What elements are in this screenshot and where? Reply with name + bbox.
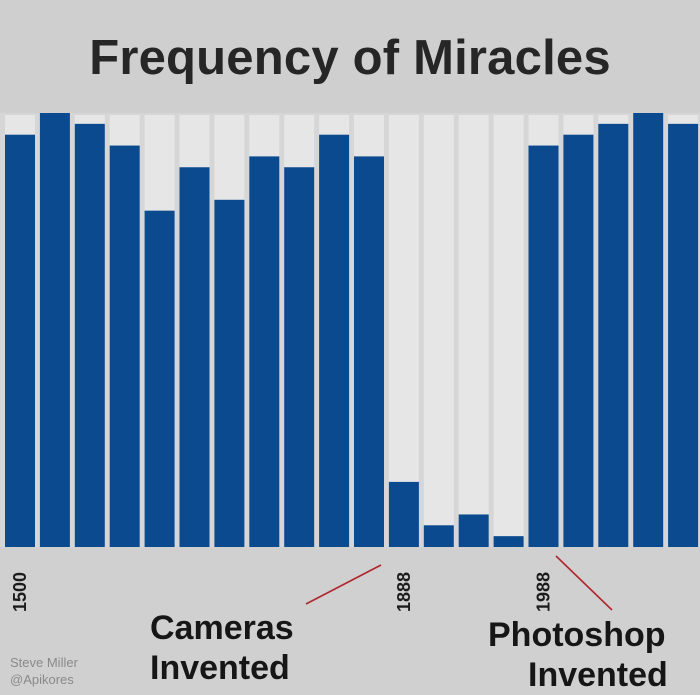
bar xyxy=(354,156,384,547)
bar xyxy=(144,210,175,547)
bar xyxy=(39,113,70,547)
bar xyxy=(458,514,489,547)
column-stripe xyxy=(493,115,524,547)
bar xyxy=(493,536,524,547)
bar xyxy=(388,481,419,547)
bar xyxy=(633,113,664,547)
bar xyxy=(423,525,454,547)
bar xyxy=(284,167,315,547)
bar xyxy=(319,134,350,547)
cameras-annotation: Cameras Invented xyxy=(150,608,294,688)
x-tick-label: 1888 xyxy=(394,572,414,612)
credit-author: Steve Miller xyxy=(10,655,78,670)
bar xyxy=(5,134,35,547)
title-band xyxy=(0,0,700,113)
photoshop-annotation: Photoshop Invented xyxy=(488,615,668,695)
bar xyxy=(74,123,105,547)
credit-handle: @Apikores xyxy=(10,672,74,687)
bar xyxy=(563,134,594,547)
axis-band xyxy=(0,547,700,695)
bar xyxy=(249,156,280,547)
chart-title: Frequency of Miracles xyxy=(89,31,611,85)
bar xyxy=(528,145,559,548)
invented-label-2: Invented xyxy=(528,656,668,694)
bar xyxy=(668,123,699,547)
bar xyxy=(179,167,210,547)
column-stripe xyxy=(458,115,489,547)
column-stripe xyxy=(423,115,454,547)
photoshop-label: Photoshop xyxy=(488,616,666,654)
annotation-pointer-line xyxy=(305,564,382,605)
invented-label-1: Invented xyxy=(150,649,290,687)
x-tick-label: 1500 xyxy=(10,572,30,612)
bar xyxy=(109,145,140,548)
credit: Steve Miller @Apikores xyxy=(10,654,78,688)
column-stripe xyxy=(388,115,419,547)
annotation-pointer-line xyxy=(555,555,613,611)
cameras-label: Cameras xyxy=(150,609,294,647)
x-tick-label: 1988 xyxy=(534,572,554,612)
bar xyxy=(214,199,245,548)
bar xyxy=(598,123,629,547)
